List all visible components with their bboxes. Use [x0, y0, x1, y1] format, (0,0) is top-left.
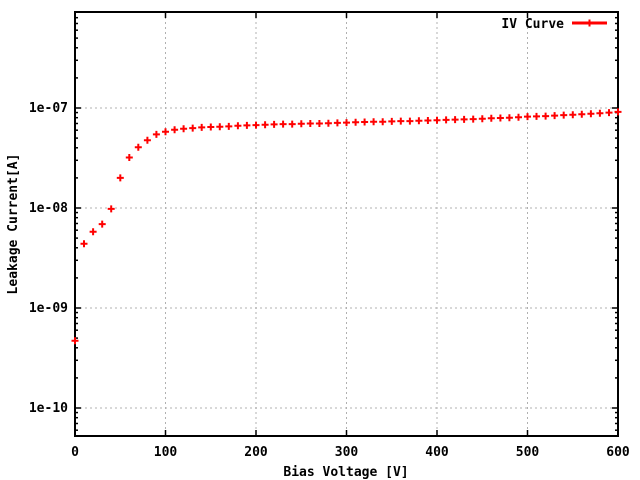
x-axis-tick-label: 300	[335, 445, 359, 460]
data-point-marker	[388, 117, 396, 125]
data-point-marker	[125, 154, 133, 161]
data-point-marker	[551, 112, 559, 120]
y-axis-tick-label: 1e-08	[29, 201, 68, 216]
data-point-marker	[333, 119, 341, 127]
x-axis-tick-label: 100	[154, 445, 178, 460]
data-point-marker	[107, 205, 115, 213]
data-point-marker	[134, 143, 142, 151]
data-point-marker	[352, 118, 360, 126]
data-point-marker	[162, 128, 169, 136]
x-axis-tick-label: 500	[516, 445, 540, 460]
data-point-marker	[261, 121, 269, 129]
data-point-marker	[297, 120, 305, 128]
x-axis-tick-label: 600	[606, 445, 630, 460]
data-points	[71, 108, 622, 345]
data-point-marker	[143, 136, 151, 144]
data-point-marker	[89, 228, 97, 236]
data-point-marker	[189, 124, 197, 132]
plot-border	[74, 11, 619, 437]
data-point-marker	[252, 121, 260, 129]
tick-labels: 0 100 200 300 400 500 600 1e-10 1e-09 1e-08 1e-07	[29, 101, 630, 460]
data-point-marker	[415, 117, 423, 125]
data-point-marker	[207, 123, 215, 131]
data-point-marker	[152, 130, 160, 138]
data-point-marker	[406, 117, 414, 125]
data-point-marker	[116, 174, 124, 182]
data-point-marker	[171, 126, 179, 134]
legend-marker	[586, 19, 593, 27]
data-point-marker	[614, 108, 622, 116]
data-point-marker	[216, 123, 224, 131]
data-point-marker	[379, 118, 387, 126]
data-point-marker	[515, 113, 522, 121]
data-point-marker	[578, 110, 586, 118]
data-point-marker	[542, 112, 550, 120]
data-point-marker	[198, 123, 206, 131]
data-point-marker	[487, 114, 495, 122]
data-point-marker	[370, 118, 378, 126]
data-point-marker	[324, 119, 332, 127]
data-point-marker	[306, 120, 314, 127]
legend: IV Curve	[501, 17, 607, 32]
data-point-marker	[469, 115, 477, 123]
data-point-marker	[596, 109, 604, 117]
data-point-marker	[424, 117, 432, 124]
data-point-marker	[180, 125, 188, 133]
data-point-marker	[225, 122, 233, 130]
data-point-marker	[496, 114, 504, 122]
data-point-marker	[433, 116, 441, 124]
x-axis-tick-label: 400	[425, 445, 449, 460]
data-point-marker	[397, 117, 405, 125]
data-point-marker	[98, 220, 106, 228]
legend-line-sample	[572, 19, 607, 27]
data-point-marker	[243, 121, 251, 129]
x-axis-label: Bias Voltage [V]	[283, 465, 408, 480]
data-point-marker	[605, 109, 613, 117]
data-point-marker	[569, 111, 577, 119]
data-point-marker	[442, 116, 450, 124]
data-point-marker	[288, 120, 296, 128]
data-point-marker	[505, 114, 513, 122]
x-axis-tick-label: 0	[71, 445, 79, 460]
data-point-marker	[71, 337, 79, 345]
y-axis-tick-label: 1e-10	[29, 401, 68, 416]
legend-label: IV Curve	[501, 17, 564, 32]
data-point-marker	[524, 113, 531, 121]
data-point-marker	[234, 122, 242, 130]
y-axis-label: Leakage Current[A]	[6, 154, 21, 295]
data-point-marker	[460, 115, 468, 123]
y-axis-tick-label: 1e-07	[29, 101, 68, 116]
data-point-marker	[361, 118, 369, 126]
data-point-marker	[270, 120, 278, 128]
data-point-marker	[560, 111, 568, 119]
x-axis-tick-label: 200	[244, 445, 268, 460]
data-point-marker	[478, 115, 486, 123]
data-point-marker	[315, 120, 323, 127]
data-point-marker	[533, 112, 540, 120]
y-axis-tick-label: 1e-09	[29, 301, 68, 316]
data-point-marker	[343, 119, 350, 127]
data-point-marker	[451, 116, 459, 124]
data-point-marker	[587, 110, 595, 118]
gridlines	[75, 12, 618, 436]
data-point-marker	[80, 240, 88, 248]
data-point-marker	[279, 120, 287, 128]
